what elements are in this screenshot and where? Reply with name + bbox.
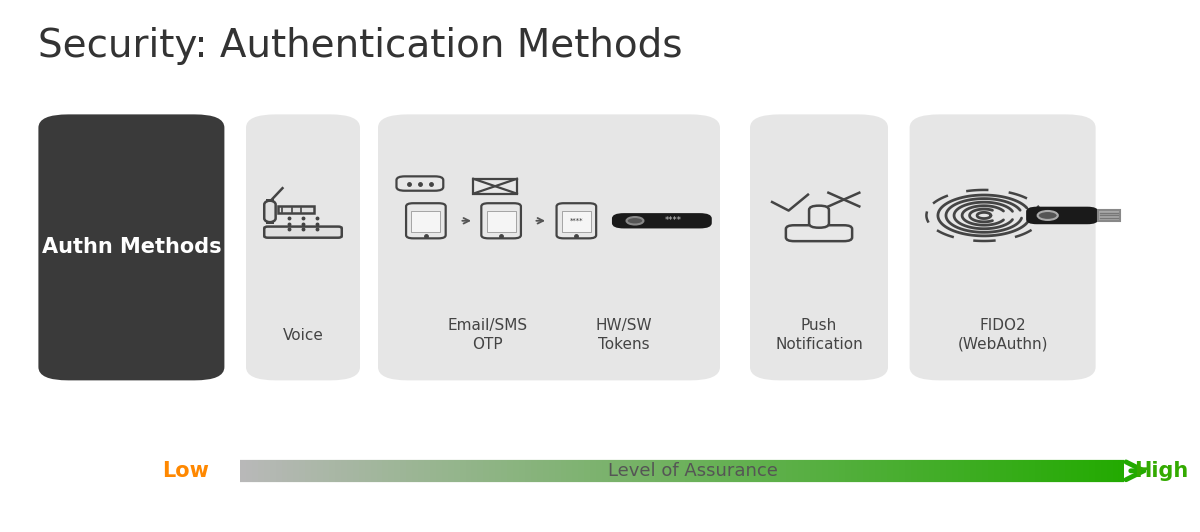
FancyBboxPatch shape <box>809 225 829 229</box>
Circle shape <box>626 217 643 225</box>
FancyBboxPatch shape <box>612 213 712 228</box>
Text: Low: Low <box>162 461 210 481</box>
Text: Push
Notification: Push Notification <box>775 318 863 352</box>
FancyBboxPatch shape <box>264 201 276 222</box>
FancyBboxPatch shape <box>378 114 720 380</box>
Text: Security: Authentication Methods: Security: Authentication Methods <box>38 27 683 64</box>
FancyBboxPatch shape <box>406 203 445 238</box>
Circle shape <box>1038 211 1058 220</box>
FancyBboxPatch shape <box>1026 206 1098 225</box>
FancyBboxPatch shape <box>278 206 314 213</box>
FancyBboxPatch shape <box>38 114 224 380</box>
Text: Level of Assurance: Level of Assurance <box>608 462 778 480</box>
Text: Email/SMS
OTP: Email/SMS OTP <box>448 318 528 352</box>
FancyBboxPatch shape <box>487 211 516 232</box>
Text: ****: **** <box>665 217 682 225</box>
FancyBboxPatch shape <box>473 179 517 194</box>
Text: HW/SW
Tokens: HW/SW Tokens <box>596 318 653 352</box>
FancyBboxPatch shape <box>809 206 829 228</box>
FancyBboxPatch shape <box>557 203 596 238</box>
FancyBboxPatch shape <box>562 211 590 232</box>
Text: High: High <box>1134 461 1189 481</box>
Polygon shape <box>402 191 416 196</box>
Text: FIDO2
(WebAuthn): FIDO2 (WebAuthn) <box>958 318 1048 352</box>
Text: Authn Methods: Authn Methods <box>42 237 221 257</box>
FancyBboxPatch shape <box>910 114 1096 380</box>
FancyBboxPatch shape <box>396 176 443 191</box>
Text: Voice: Voice <box>282 328 324 343</box>
FancyBboxPatch shape <box>1098 210 1120 221</box>
FancyBboxPatch shape <box>786 225 852 241</box>
FancyBboxPatch shape <box>750 114 888 380</box>
FancyBboxPatch shape <box>481 203 521 238</box>
FancyBboxPatch shape <box>246 114 360 380</box>
FancyBboxPatch shape <box>412 211 440 232</box>
Text: ****: **** <box>570 218 583 224</box>
FancyBboxPatch shape <box>264 227 342 238</box>
